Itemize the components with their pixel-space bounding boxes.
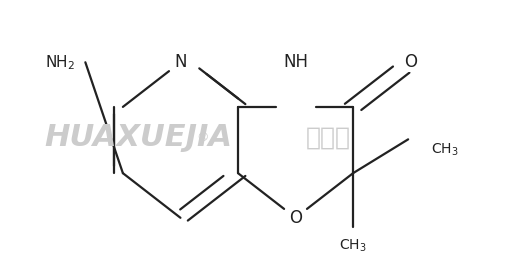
Text: NH$_2$: NH$_2$: [45, 53, 75, 72]
Text: O: O: [288, 209, 301, 227]
Text: CH$_3$: CH$_3$: [338, 238, 366, 254]
Text: HUAXUEJIA: HUAXUEJIA: [44, 123, 231, 153]
Text: O: O: [403, 53, 416, 71]
Text: CH$_3$: CH$_3$: [430, 142, 458, 158]
Text: N: N: [174, 53, 186, 71]
Text: NH: NH: [282, 53, 308, 71]
Text: ®: ®: [196, 131, 209, 145]
Text: 化学加: 化学加: [305, 126, 350, 150]
